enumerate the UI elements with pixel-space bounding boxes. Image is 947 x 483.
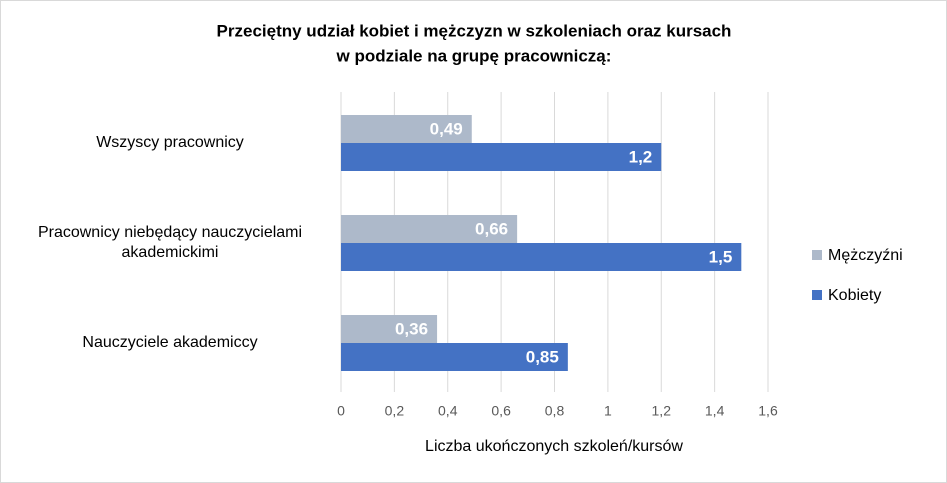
value-label: 1,2 xyxy=(629,147,653,166)
y-tick-label: Wszyscy pracownicy xyxy=(96,134,244,151)
legend-label: Kobiety xyxy=(828,287,881,304)
value-label: 0,36 xyxy=(395,319,428,338)
bar xyxy=(341,343,568,371)
x-tick-label: 1,4 xyxy=(705,403,725,419)
value-label: 0,49 xyxy=(430,119,463,138)
legend-label: Mężczyźni xyxy=(828,247,903,264)
value-label: 1,5 xyxy=(709,247,733,266)
x-tick-label: 0,2 xyxy=(385,403,405,419)
chart-title: Przeciętny udział kobiet i mężczyzn w sz… xyxy=(217,21,732,40)
bar xyxy=(341,215,518,243)
chart-title: w podziale na grupę pracowniczą: xyxy=(336,46,612,65)
x-tick-label: 1 xyxy=(604,403,612,419)
value-label: 0,85 xyxy=(526,347,559,366)
x-tick-label: 1,6 xyxy=(758,403,778,419)
x-tick-label: 1,2 xyxy=(652,403,672,419)
value-label: 0,66 xyxy=(475,219,508,238)
bar xyxy=(341,315,438,343)
x-tick-label: 0 xyxy=(337,403,345,419)
y-tick-label: Pracownicy niebędący nauczycielami akade… xyxy=(37,224,303,261)
legend-swatch xyxy=(812,290,822,300)
bar xyxy=(341,143,662,171)
x-tick-label: 0,6 xyxy=(491,403,511,419)
x-axis-title: Liczba ukończonych szkoleń/kursów xyxy=(425,438,683,455)
bar xyxy=(341,115,472,143)
y-tick-label: Nauczyciele akademiccy xyxy=(82,334,258,351)
bar xyxy=(341,243,742,271)
x-tick-label: 0,8 xyxy=(545,403,565,419)
x-tick-label: 0,4 xyxy=(438,403,458,419)
legend-swatch xyxy=(812,250,822,260)
